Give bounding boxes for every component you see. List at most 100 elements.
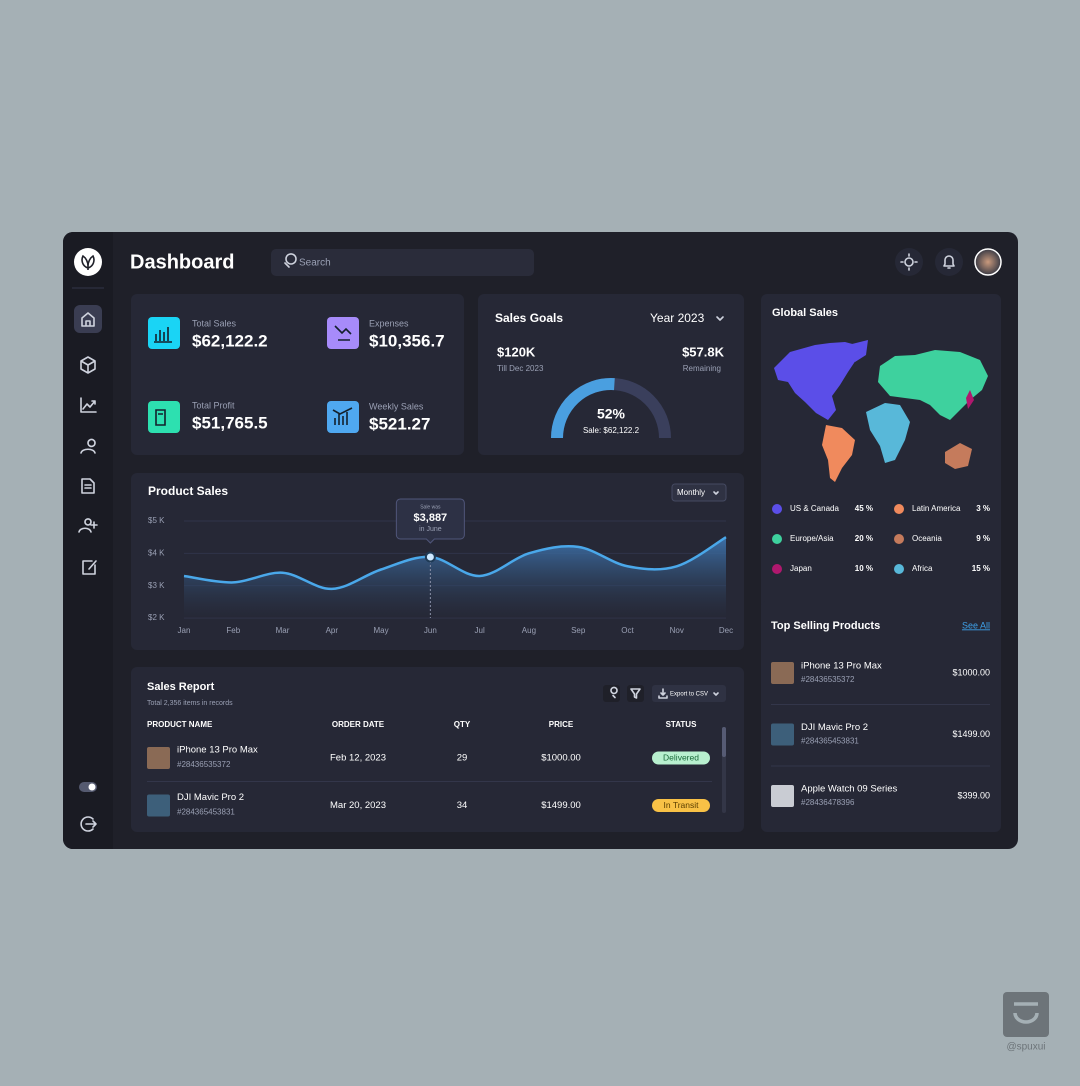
nav-analytics[interactable] xyxy=(80,397,97,413)
card-title: Sales Report xyxy=(147,681,215,693)
sales-report-card xyxy=(131,667,744,832)
gauge-arc xyxy=(551,378,615,439)
sidebar xyxy=(63,232,113,849)
tooltip-note: in June xyxy=(419,526,442,533)
cell-price: $1499.00 xyxy=(541,800,581,811)
card-title: Global Sales xyxy=(772,307,838,319)
column-header: STATUS xyxy=(666,720,697,729)
x-tick-label: May xyxy=(374,626,389,635)
legend-share: 45 % xyxy=(855,504,873,513)
product-price: $1000.00 xyxy=(952,667,990,677)
legend-dot xyxy=(894,564,904,574)
export-label: Export to CSV xyxy=(670,692,708,698)
column-header: ORDER DATE xyxy=(332,720,385,729)
x-tick-label: Jul xyxy=(475,626,485,635)
map-region xyxy=(822,425,855,482)
funnel-icon xyxy=(630,688,641,699)
map-region xyxy=(774,340,868,420)
period-select[interactable]: Year 2023 xyxy=(650,311,705,325)
x-tick-label: Sep xyxy=(571,626,586,635)
x-tick-label: Jan xyxy=(178,626,191,635)
stat-label: Weekly Sales xyxy=(369,401,424,411)
scroll-thumb[interactable] xyxy=(722,727,726,757)
column-header: PRODUCT NAME xyxy=(147,720,213,729)
bell-icon xyxy=(943,255,955,269)
legend-share: 20 % xyxy=(855,534,873,543)
map-region xyxy=(966,390,974,409)
search-icon xyxy=(610,686,618,699)
search-box[interactable] xyxy=(271,249,534,276)
status-text: Delivered xyxy=(663,752,699,762)
goal-target-note: Till Dec 2023 xyxy=(497,364,544,373)
goal-target: $120K xyxy=(497,344,536,359)
cell-name: iPhone 13 Pro Max xyxy=(177,745,258,756)
map-region xyxy=(945,443,972,469)
legend-name: US & Canada xyxy=(790,504,839,513)
x-tick-label: Feb xyxy=(226,626,240,635)
cell-id: #28436535372 xyxy=(177,760,231,769)
cell-name: DJI Mavic Pro 2 xyxy=(177,792,244,803)
nav-products[interactable] xyxy=(80,356,96,374)
watermark: @spuxui xyxy=(1006,1042,1045,1053)
search-icon xyxy=(284,253,297,268)
stat-glyphs xyxy=(154,325,353,426)
x-tick-label: Nov xyxy=(670,626,684,635)
stat-label: Total Profit xyxy=(192,400,235,410)
export-button[interactable] xyxy=(652,685,726,702)
product-thumb xyxy=(771,785,794,807)
stat-icon xyxy=(148,401,180,433)
settings-button[interactable] xyxy=(895,248,923,276)
product-price: $1499.00 xyxy=(952,729,990,739)
legend-dot xyxy=(894,504,904,514)
focus-point xyxy=(424,551,436,563)
see-all-link[interactable]: See All xyxy=(962,620,990,630)
product-name: Apple Watch 09 Series xyxy=(801,784,898,795)
nav-users[interactable] xyxy=(80,438,96,454)
sales-line xyxy=(183,536,727,591)
row-thumb xyxy=(147,794,170,817)
logout[interactable] xyxy=(80,816,97,832)
watermark-logo xyxy=(1003,992,1049,1037)
nav-home[interactable] xyxy=(81,312,95,327)
status-badge xyxy=(652,799,710,812)
filter-icon-button[interactable] xyxy=(627,685,644,702)
nav-add-user[interactable] xyxy=(78,518,98,533)
product-id: #284365453831 xyxy=(801,737,859,746)
download-icon xyxy=(658,688,668,699)
watermark-glyph xyxy=(1013,1002,1039,1024)
product-name: DJI Mavic Pro 2 xyxy=(801,722,868,733)
nav-docs[interactable] xyxy=(81,478,95,494)
x-tick-label: Jun xyxy=(424,626,437,635)
area-fill xyxy=(184,537,726,618)
product-id: #28436535372 xyxy=(801,675,855,684)
world-map xyxy=(774,340,988,482)
settings-icon xyxy=(900,253,918,271)
column-header: QTY xyxy=(454,720,471,729)
legend-share: 3 % xyxy=(976,504,990,513)
legend-share: 9 % xyxy=(976,534,990,543)
stats-card xyxy=(131,294,464,455)
cell-qty: 34 xyxy=(457,800,468,811)
product-id: #28436478396 xyxy=(801,798,855,807)
status-text: In Transit xyxy=(664,800,700,810)
y-tick-label: $5 K xyxy=(148,516,165,525)
map-region xyxy=(878,350,988,420)
stat-value: $62,122.2 xyxy=(192,331,268,350)
nav-active[interactable] xyxy=(74,305,102,333)
map-region xyxy=(866,403,910,463)
legend-share: 10 % xyxy=(855,564,873,573)
search-button[interactable] xyxy=(603,685,620,702)
card-title: Top Selling Products xyxy=(771,620,880,632)
notifications-button[interactable] xyxy=(935,248,963,276)
avatar[interactable] xyxy=(974,248,1002,276)
legend-name: Japan xyxy=(790,564,812,573)
legend-dot xyxy=(772,534,782,544)
card-subtitle: Total 2,356 items in records xyxy=(147,700,233,707)
filter-button[interactable] xyxy=(671,483,727,502)
stat-label: Expenses xyxy=(369,318,409,328)
nav-edit[interactable] xyxy=(82,560,97,575)
chevron xyxy=(713,692,719,696)
x-tick-label: Dec xyxy=(719,626,733,635)
